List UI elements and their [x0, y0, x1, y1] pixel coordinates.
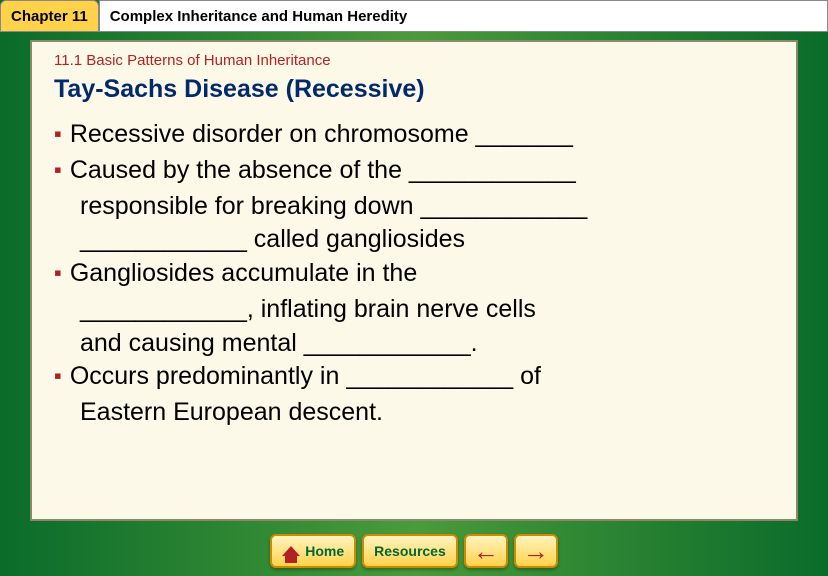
bullet-item: ▪ Recessive disorder on chromosome _____… [54, 118, 774, 152]
bullet-icon: ▪ [54, 118, 62, 150]
bullet-item: ▪ Caused by the absence of the _________… [54, 154, 774, 188]
bullet-cont: responsible for breaking down __________… [80, 190, 774, 224]
bullet-text: Gangliosides accumulate in the [70, 257, 774, 291]
header-bar: Chapter 11 Complex Inheritance and Human… [0, 0, 828, 32]
bullet-item: ▪ Gangliosides accumulate in the [54, 257, 774, 291]
bullet-cont: and causing mental ____________. [80, 327, 774, 361]
home-button[interactable]: Home [270, 534, 356, 568]
bullet-cont: ____________, inflating brain nerve cell… [80, 293, 774, 327]
bullet-text: Caused by the absence of the ___________… [70, 154, 774, 188]
chapter-title: Complex Inheritance and Human Heredity [110, 8, 408, 25]
content-panel: 11.1 Basic Patterns of Human Inheritance… [30, 40, 798, 521]
resources-button[interactable]: Resources [362, 534, 458, 568]
bullet-text: Recessive disorder on chromosome _______ [70, 118, 774, 152]
prev-button[interactable]: ← [464, 534, 508, 568]
next-button[interactable]: → [514, 534, 558, 568]
bullet-item: ▪ Occurs predominantly in ____________ o… [54, 360, 774, 394]
bullet-icon: ▪ [54, 154, 62, 186]
bullet-icon: ▪ [54, 257, 62, 289]
chapter-title-bar: Complex Inheritance and Human Heredity [99, 0, 828, 32]
arrow-left-icon: ← [473, 538, 499, 564]
bullet-cont: Eastern European descent. [80, 396, 774, 430]
chapter-tab: Chapter 11 [0, 0, 99, 32]
chapter-label: Chapter 11 [11, 8, 88, 25]
topic-title: Tay-Sachs Disease (Recessive) [54, 75, 774, 104]
bullet-text: Occurs predominantly in ____________ of [70, 360, 774, 394]
arrow-right-icon: → [523, 538, 549, 564]
bottom-nav: Home Resources ← → [0, 526, 828, 576]
home-label: Home [305, 543, 344, 559]
bullet-icon: ▪ [54, 360, 62, 392]
home-icon [282, 546, 300, 556]
section-number: 11.1 Basic Patterns of Human Inheritance [54, 52, 774, 69]
resources-label: Resources [374, 543, 446, 559]
bullet-cont: ____________ called gangliosides [80, 223, 774, 257]
bullet-list: ▪ Recessive disorder on chromosome _____… [54, 118, 774, 430]
